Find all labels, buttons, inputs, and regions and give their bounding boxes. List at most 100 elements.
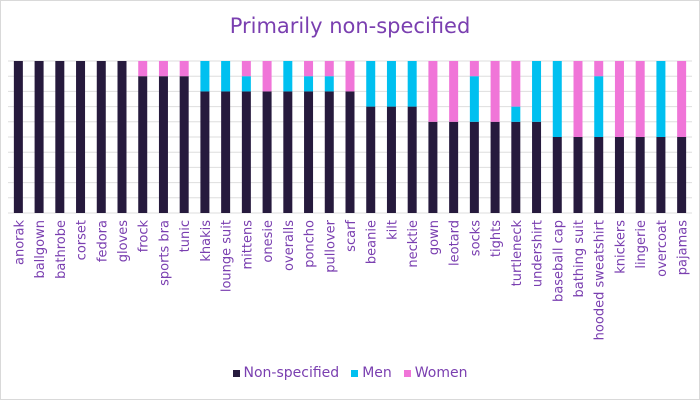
- x-tick-label: bathrobe: [54, 220, 69, 279]
- bar-segment: [635, 61, 645, 137]
- bar-segment: [366, 61, 376, 107]
- bar-segment: [552, 137, 562, 213]
- x-tick-labels: anorak ballgown bathrobe corset fedora gloves…: [12, 219, 690, 340]
- bar-segment: [158, 61, 168, 77]
- bar-segment: [532, 61, 542, 122]
- chart-title: Primarily non-specified: [229, 14, 471, 38]
- bar-segment: [407, 61, 417, 107]
- x-tick-label: bathing suit: [572, 220, 587, 298]
- legend: Non-specified Men Women: [0, 365, 700, 381]
- bar-segment: [304, 61, 314, 77]
- x-tick-label: corset: [75, 220, 90, 260]
- bar-segment: [490, 61, 500, 122]
- x-tick-label: khakis: [199, 220, 214, 262]
- bar-segment: [200, 91, 210, 213]
- bar-segment: [469, 61, 479, 77]
- bar-segment: [469, 121, 479, 213]
- bar-segment: [449, 121, 459, 213]
- x-tick-label: baseball cap: [551, 220, 566, 302]
- bar-segment: [241, 91, 251, 213]
- x-tick-label: gloves: [116, 220, 131, 263]
- bar-segment: [138, 76, 148, 213]
- bar-segment: [179, 61, 189, 77]
- bar-segment: [200, 61, 210, 92]
- x-tick-label: socks: [468, 220, 483, 256]
- bar-segment: [386, 61, 396, 107]
- bar-segment: [304, 91, 314, 213]
- bar-segment: [221, 61, 231, 92]
- x-tick-label: knickers: [613, 220, 628, 274]
- x-tick-label: ballgown: [33, 220, 48, 279]
- x-tick-label: anorak: [12, 220, 27, 265]
- bar-segment: [594, 76, 604, 137]
- bar-segment: [262, 61, 272, 92]
- bar-segment: [635, 137, 645, 213]
- x-tick-label: poncho: [303, 220, 318, 268]
- legend-item: Women: [403, 365, 468, 381]
- bar-segment: [573, 137, 583, 213]
- x-tick-label: necktie: [406, 220, 421, 268]
- x-tick-label: tights: [489, 220, 504, 257]
- bar-segment: [221, 91, 231, 213]
- bar-segment: [345, 91, 355, 213]
- bar-segment: [345, 61, 355, 92]
- x-tick-label: sports bra: [157, 220, 172, 286]
- bar-segment: [407, 106, 417, 213]
- x-tick-label: fedora: [95, 220, 110, 262]
- bar-segment: [656, 137, 666, 213]
- x-tick-label: mittens: [240, 220, 255, 270]
- x-tick-label: overalls: [282, 220, 297, 271]
- bar-segment: [324, 61, 334, 77]
- bar-segment: [428, 61, 438, 122]
- legend-label: Women: [414, 365, 468, 381]
- bar-segment: [428, 121, 438, 213]
- bar-segment: [614, 61, 624, 137]
- bar-segment: [324, 91, 334, 213]
- legend-swatch: [351, 369, 359, 377]
- bar-segment: [614, 137, 624, 213]
- legend-label: Non-specified: [243, 365, 340, 381]
- bar-segment: [594, 61, 604, 77]
- x-tick-label: lounge suit: [220, 220, 235, 292]
- bar-segment: [76, 61, 86, 213]
- x-tick-label: turtleneck: [510, 220, 525, 287]
- legend-label: Men: [362, 365, 392, 381]
- bar-segment: [304, 76, 314, 92]
- bar-segment: [656, 61, 666, 137]
- bar-segment: [283, 91, 293, 213]
- x-tick-label: gown: [427, 220, 442, 255]
- bar-segment: [34, 61, 44, 213]
- bar-segment: [511, 121, 521, 213]
- bar-segment: [511, 61, 521, 107]
- bar-segment: [677, 137, 687, 213]
- bars: [13, 61, 687, 213]
- bar-segment: [532, 121, 542, 213]
- bar-segment: [96, 61, 106, 213]
- bar-segment: [490, 121, 500, 213]
- bar-segment: [55, 61, 65, 213]
- bar-segment: [366, 106, 376, 213]
- x-tick-label: leotard: [448, 220, 463, 266]
- x-tick-label: hooded sweatshirt: [593, 220, 608, 340]
- bar-segment: [241, 76, 251, 92]
- bar-segment: [573, 61, 583, 137]
- bar-segment: [386, 106, 396, 213]
- bar-segment: [283, 61, 293, 92]
- bar-segment: [677, 61, 687, 137]
- bar-segment: [552, 61, 562, 137]
- x-tick-label: lingerie: [634, 220, 649, 269]
- x-tick-label: onesie: [261, 220, 276, 263]
- x-tick-label: overcoat: [655, 220, 670, 277]
- bar-segment: [449, 61, 459, 122]
- bar-segment: [179, 76, 189, 213]
- bar-segment: [324, 76, 334, 92]
- x-tick-label: pajamas: [676, 220, 691, 275]
- x-tick-label: scarf: [344, 220, 359, 252]
- bar-segment: [469, 76, 479, 122]
- bar-segment: [594, 137, 604, 213]
- x-tick-label: beanie: [365, 220, 380, 264]
- bar-segment: [13, 61, 23, 213]
- legend-item: Non-specified: [232, 365, 340, 381]
- bar-segment: [138, 61, 148, 77]
